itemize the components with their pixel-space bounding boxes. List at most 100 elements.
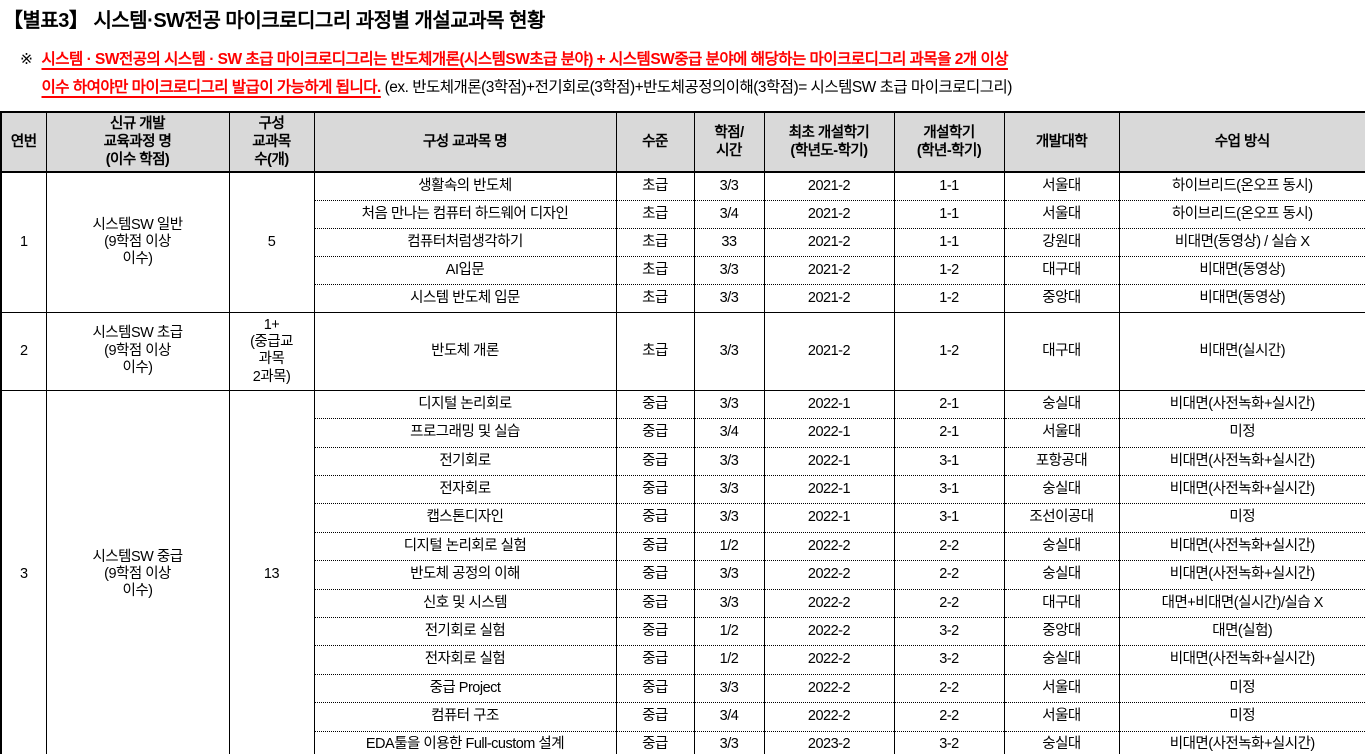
note-line2-example-text: (ex. 반도체개론(3학점)+전기회로(3학점)+반도체공정의이해(3학점)=… [380,79,1013,96]
table-row: 전자회로 중급 3/3 2022-1 3-1 숭실대 비대면(사전녹화+실시간) [1,475,1365,504]
group-course-count: 1+ (중급교 과목 2과목) [228,311,315,391]
level: 중급 [615,446,695,476]
first-open-term: 2022-2 [763,560,895,590]
column-header-8: 개발대학 [1003,110,1120,174]
first-open-term: 2022-2 [763,673,895,703]
note-body: 시스템 · SW전공의 시스템 · SW 초급 마이크로디그리는 반도체개론(시… [42,46,1365,102]
column-header-6: 최초 개설학기 (학년도-학기) [763,110,895,174]
first-open-term: 2022-2 [763,531,895,561]
note-line1-red-text: 시스템 · SW전공의 시스템 · SW 초급 마이크로디그리는 반도체개론(시… [41,51,1009,68]
credit-hours: 3/3 [693,503,765,533]
course-name: 시스템 반도체 입문 [313,283,617,313]
group-course-count: 13 [228,389,315,754]
table-row: EDA툴을 이용한 Full-custom 설계 중급 3/3 2023-2 3-2 숭실… [1,730,1365,754]
university: 서울대 [1003,199,1120,229]
university: 숭실대 [1003,645,1120,675]
level: 중급 [615,645,695,675]
class-method: 비대면(사전녹화+실시간) [1118,560,1365,590]
column-header-2: 구성 교과목 수(개) [228,110,315,174]
class-method: 하이브리드(온오프 동시) [1118,171,1365,201]
credit-hours: 3/3 [693,588,765,618]
column-header-9: 수업 방식 [1118,110,1365,174]
course-name: 컴퓨터처럼생각하기 [313,227,617,257]
column-header-7: 개설학기 (학년-학기) [893,110,1005,174]
first-open-term: 2023-2 [763,730,895,754]
open-term: 2-1 [893,389,1005,419]
open-term: 1-1 [893,227,1005,257]
class-method: 하이브리드(온오프 동시) [1118,199,1365,229]
credit-hours: 33 [693,227,765,257]
class-method: 비대면(사전녹화+실시간) [1118,730,1365,754]
university: 포항공대 [1003,446,1120,476]
university: 숭실대 [1003,560,1120,590]
column-header-0: 연번 [0,110,47,174]
course-name: 처음 만나는 컴퓨터 하드웨어 디자인 [313,199,617,229]
university: 조선이공대 [1003,503,1120,533]
university: 중앙대 [1003,616,1120,646]
university: 숭실대 [1003,531,1120,561]
level: 초급 [615,199,695,229]
column-header-5: 학점/ 시간 [693,110,765,174]
first-open-term: 2022-1 [763,446,895,476]
open-term: 3-2 [893,645,1005,675]
table-row: 반도체 공정의 이해 중급 3/3 2022-2 2-2 숭실대 비대면(사전녹화+실시간) [1,560,1365,590]
open-term: 2-2 [893,673,1005,703]
course-name: 디지털 논리회로 실험 [313,531,617,561]
open-term: 2-2 [893,702,1005,732]
course-name: 프로그래밍 및 실습 [313,418,617,448]
first-open-term: 2022-2 [763,588,895,618]
table-row: 처음 만나는 컴퓨터 하드웨어 디자인 초급 3/4 2021-2 1-1 서울대 하이브리… [1,199,1365,229]
open-term: 2-2 [893,531,1005,561]
table-header-row: 연번 신규 개발 교육과정 명 (이수 학점) 구성 교과목 수(개) 구성 교과목 … [0,110,1365,174]
column-header-3: 구성 교과목 명 [313,110,617,174]
level: 중급 [615,673,695,703]
credit-hours: 3/3 [693,171,765,201]
level: 중급 [615,588,695,618]
first-open-term: 2021-2 [763,199,895,229]
class-method: 비대면(동영상) / 실습 X [1118,227,1365,257]
class-method: 대면+비대면(실시간)/실습 X [1118,588,1365,618]
table-row: AI입문 초급 3/3 2021-2 1-2 대구대 비대면(동영상) [1,255,1365,285]
first-open-term: 2022-1 [763,389,895,419]
class-method: 비대면(사전녹화+실시간) [1118,645,1365,675]
level: 초급 [615,283,695,313]
class-method: 미정 [1118,418,1365,448]
credit-hours: 3/3 [693,730,765,754]
level: 중급 [615,475,695,504]
group-name: 시스템SW 초급 (9학점 이상 이수) [45,311,230,391]
class-method: 미정 [1118,503,1365,533]
first-open-term: 2022-2 [763,645,895,675]
open-term: 2-2 [893,588,1005,618]
class-method: 미정 [1118,673,1365,703]
course-name: 캡스톤디자인 [313,503,617,533]
first-open-term: 2022-2 [763,702,895,732]
level: 초급 [615,227,695,257]
level: 중급 [615,702,695,732]
open-term: 2-2 [893,560,1005,590]
level: 중급 [615,503,695,533]
credit-hours: 3/3 [693,560,765,590]
credit-hours: 3/4 [693,418,765,448]
open-term: 1-2 [893,283,1005,313]
table-row: 신호 및 시스템 중급 3/3 2022-2 2-2 대구대 대면+비대면(실시간)/실습 … [1,588,1365,618]
table-row: 2 시스템SW 초급 (9학점 이상 이수) 1+ (중급교 과목 2과목) 반도체 … [0,311,1365,391]
university: 강원대 [1003,227,1120,257]
university: 대구대 [1003,588,1120,618]
first-open-term: 2021-2 [763,311,895,391]
class-method: 비대면(사전녹화+실시간) [1118,475,1365,504]
note-marker: ※ [20,51,33,68]
table-row: 전기회로 중급 3/3 2022-1 3-1 포항공대 비대면(사전녹화+실시간) [1,446,1365,476]
table-row: 시스템 반도체 입문 초급 3/3 2021-2 1-2 중앙대 비대면(동영상) [1,283,1365,313]
table-row: 1 시스템SW 일반 (9학점 이상 이수) 5 생활속의 반도체 초급 3/3 2021-… [0,171,1365,313]
level: 초급 [615,311,695,391]
level: 중급 [615,418,695,448]
table-row: 디지털 논리회로 실험 중급 1/2 2022-2 2-2 숭실대 비대면(사전녹화+실시간… [1,531,1365,561]
first-open-term: 2022-1 [763,503,895,533]
column-header-1: 신규 개발 교육과정 명 (이수 학점) [45,110,230,174]
course-name: 전자회로 [313,475,617,504]
university: 대구대 [1003,255,1120,285]
credit-hours: 1/2 [693,616,765,646]
column-header-4: 수준 [615,110,695,174]
university: 숭실대 [1003,389,1120,419]
